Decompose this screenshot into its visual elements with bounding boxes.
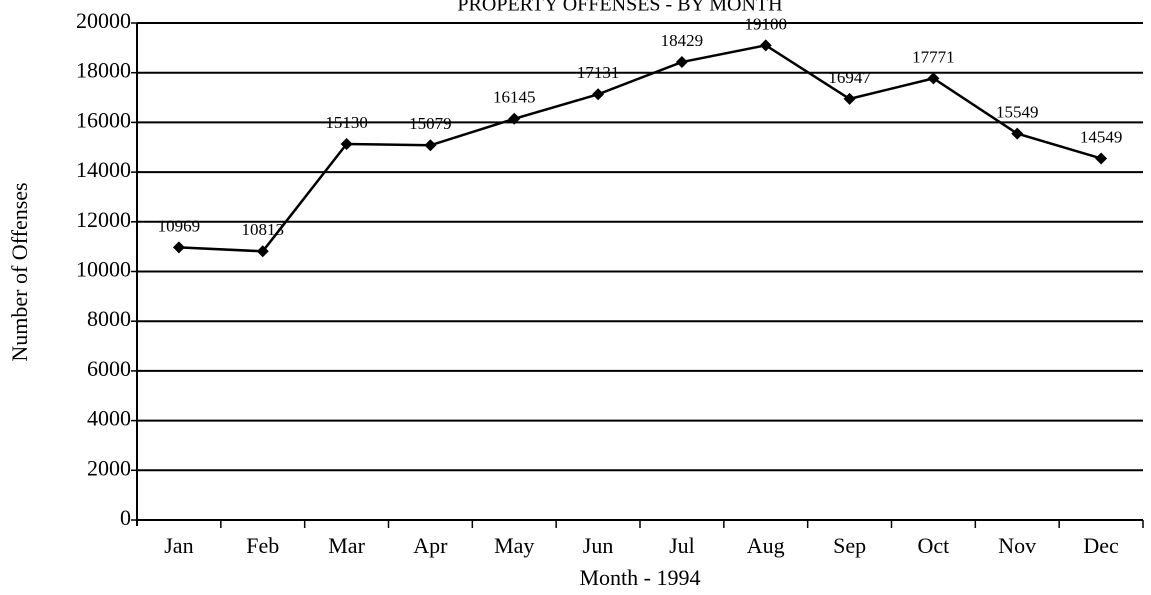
y-tick-label: 0: [120, 505, 131, 530]
x-tick-label: Dec: [1083, 533, 1119, 558]
marker: [675, 56, 688, 69]
data-label: 15079: [409, 114, 452, 133]
data-label: 17771: [912, 47, 955, 66]
x-axis-label: Month - 1994: [580, 565, 701, 590]
marker: [1095, 152, 1108, 165]
chart-title: PROPERTY OFFENSES - BY MONTH: [457, 0, 782, 16]
data-line: [178, 44, 1102, 253]
marker: [843, 92, 856, 105]
x-tick-label: Oct: [918, 533, 950, 558]
data-label: 19100: [745, 14, 788, 33]
marker: [424, 139, 437, 152]
x-tick-label: Jun: [583, 533, 614, 558]
y-tick-label: 14000: [76, 157, 131, 182]
y-tick-label: 20000: [76, 8, 131, 33]
data-label: 16145: [493, 88, 536, 107]
data-label: 14549: [1080, 127, 1123, 146]
x-tick-label: Nov: [998, 533, 1036, 558]
x-tick-label: May: [494, 533, 534, 558]
x-tick-label: Feb: [246, 533, 279, 558]
y-tick-label: 6000: [87, 356, 131, 381]
marker: [172, 241, 185, 254]
y-tick-label: 2000: [87, 455, 131, 480]
marker: [256, 245, 269, 258]
marker: [1011, 127, 1024, 140]
x-tick-label: Apr: [413, 533, 448, 558]
marker: [927, 72, 940, 85]
marker: [508, 112, 521, 125]
x-tick-label: Sep: [833, 533, 866, 558]
data-label: 10969: [158, 216, 201, 235]
x-tick-label: Aug: [747, 533, 785, 558]
marker: [340, 138, 353, 151]
x-tick-label: Jan: [164, 533, 193, 558]
x-tick-label: Mar: [328, 533, 365, 558]
data-label: 18429: [661, 31, 704, 50]
y-tick-label: 12000: [76, 207, 131, 232]
y-tick-label: 4000: [87, 406, 131, 431]
y-tick-label: 8000: [87, 306, 131, 331]
y-tick-label: 16000: [76, 107, 131, 132]
data-label: 17131: [577, 63, 620, 82]
x-tick-label: Jul: [669, 533, 695, 558]
data-label: 15549: [996, 103, 1039, 122]
marker: [759, 39, 772, 52]
data-label: 10813: [242, 220, 285, 239]
y-axis-label: Number of Offenses: [7, 182, 32, 361]
data-label: 16947: [828, 68, 871, 87]
y-tick-label: 18000: [76, 58, 131, 83]
data-label: 15130: [325, 113, 368, 132]
marker: [592, 88, 605, 101]
y-tick-label: 10000: [76, 257, 131, 282]
